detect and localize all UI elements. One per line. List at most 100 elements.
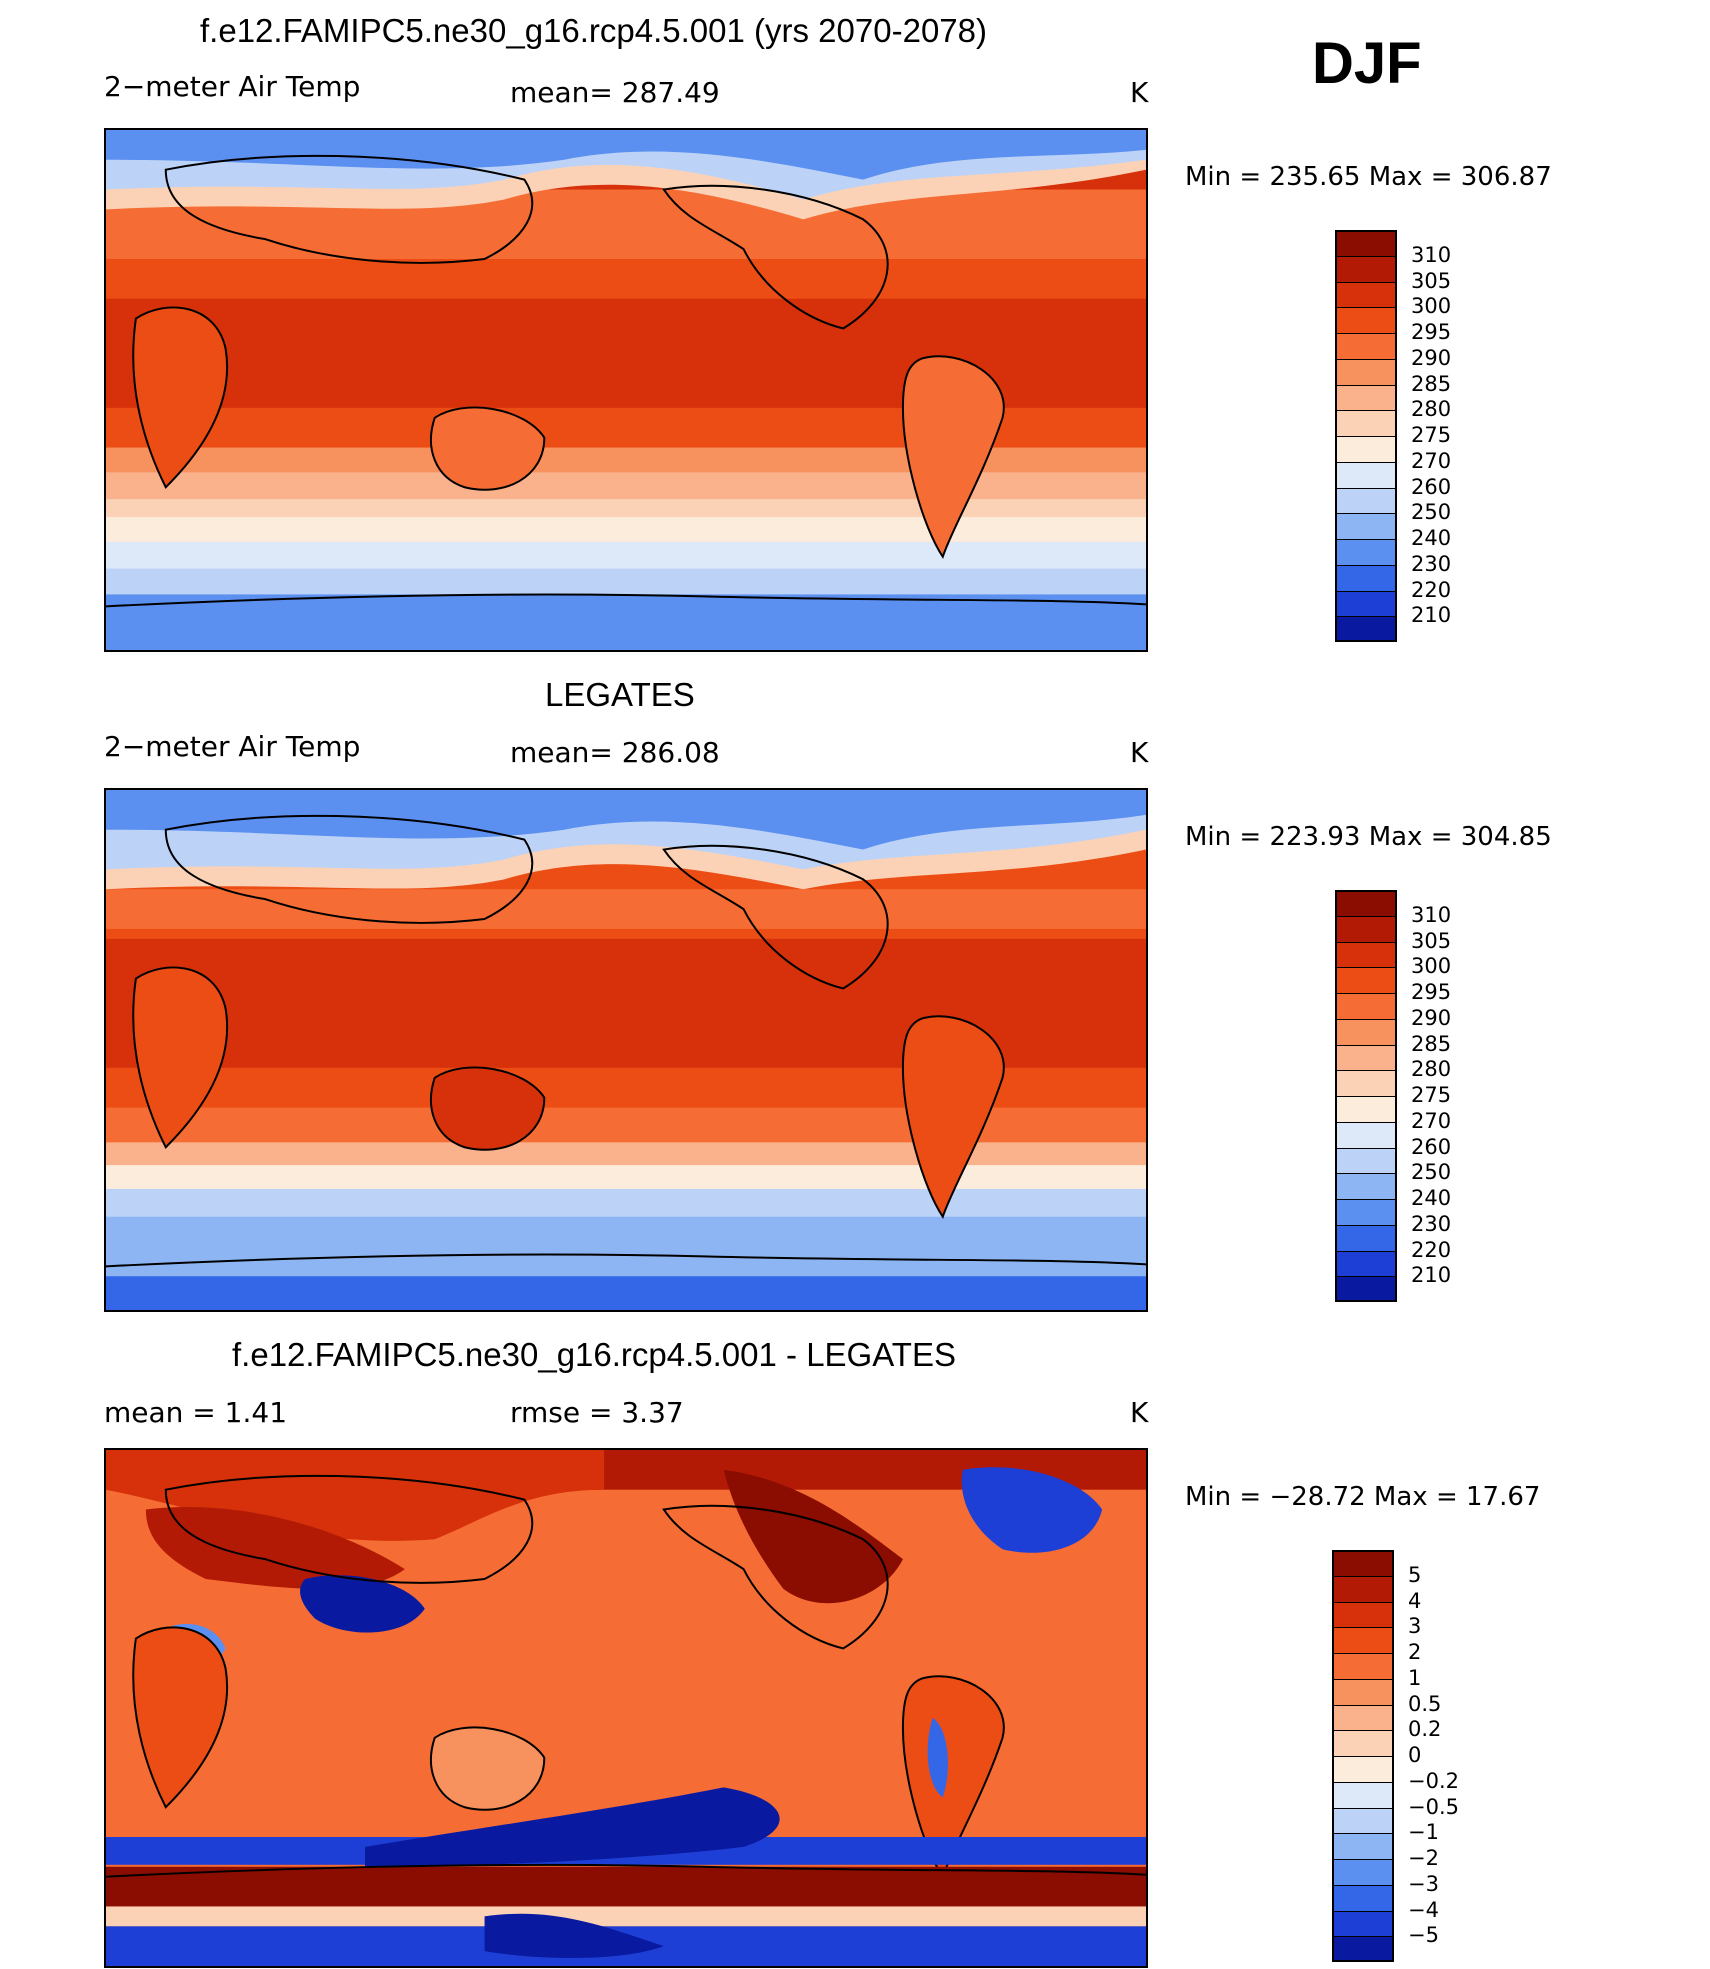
colorbar-swatch <box>1332 1704 1394 1731</box>
colorbar-tick-label: 0 <box>1408 1743 1422 1767</box>
colorbar-swatch <box>1335 487 1397 514</box>
colorbar-swatch <box>1335 1044 1397 1071</box>
colorbar-tick-label: 285 <box>1411 371 1452 396</box>
colorbar-tick-label: 230 <box>1411 1211 1452 1236</box>
colorbar-tick-label: 310 <box>1411 242 1452 267</box>
colorbar-tick-label: 290 <box>1411 1005 1452 1030</box>
colorbar-swatch <box>1332 1575 1394 1602</box>
panel-1-units-label: K <box>1130 76 1149 109</box>
colorbar-tick-label: 270 <box>1411 448 1452 473</box>
colorbar-swatch <box>1332 1884 1394 1911</box>
panel-3-minmax: Min = −28.72 Max = 17.67 <box>1185 1482 1541 1512</box>
colorbar-tick-label: 0.2 <box>1408 1717 1442 1742</box>
colorbar-swatch <box>1335 410 1397 436</box>
colorbar-tick-label: −2 <box>1408 1846 1439 1870</box>
panel-1-variable-label: 2−meter Air Temp <box>104 70 361 103</box>
panel-3-mean-label: mean = 1.41 <box>104 1396 288 1429</box>
colorbar-swatch <box>1335 564 1397 591</box>
colorbar-swatch <box>1335 1018 1397 1045</box>
colorbar-swatch <box>1335 358 1397 385</box>
colorbar-tick-label: 1 <box>1408 1665 1422 1690</box>
colorbar-swatch <box>1335 384 1397 411</box>
colorbar-swatch <box>1335 539 1397 565</box>
colorbar-swatch <box>1335 1173 1397 1199</box>
colorbar-swatch <box>1335 941 1397 968</box>
colorbar-swatch <box>1335 890 1397 916</box>
colorbar-tick-label: 275 <box>1411 1083 1452 1107</box>
colorbar-swatch <box>1335 281 1397 308</box>
colorbar-swatch <box>1335 590 1397 617</box>
colorbar-swatch <box>1335 1250 1397 1277</box>
colorbar-tick-label: 280 <box>1411 1057 1452 1082</box>
colorbar-tick-label: 4 <box>1408 1588 1422 1613</box>
colorbar-swatch <box>1335 1096 1397 1122</box>
colorbar-tick-label: 300 <box>1411 294 1452 319</box>
colorbar-tick-label: 295 <box>1411 980 1452 1004</box>
colorbar-tick-label: 280 <box>1411 397 1452 422</box>
colorbar-tick-label: 3 <box>1408 1614 1422 1639</box>
colorbar-swatch <box>1332 1910 1394 1937</box>
colorbar-swatch <box>1335 513 1397 539</box>
panel-2-map <box>104 788 1148 1312</box>
colorbar-tick-label: 260 <box>1411 1134 1452 1159</box>
colorbar-tick-label: 250 <box>1411 1160 1452 1185</box>
colorbar-swatch <box>1332 1859 1394 1885</box>
colorbar-tick-label: 305 <box>1411 928 1452 953</box>
colorbar-swatch <box>1335 1199 1397 1225</box>
colorbar-swatch <box>1332 1601 1394 1628</box>
colorbar-tick-label: 5 <box>1408 1562 1422 1587</box>
colorbar-tick-label: 275 <box>1411 423 1452 447</box>
colorbar-tick-label: 290 <box>1411 345 1452 370</box>
panel-2-minmax: Min = 223.93 Max = 304.85 <box>1185 822 1552 852</box>
panel-2-colorbar: 310 305 300 295 290 285 280 275 270 260 250 240 230 2… <box>1335 890 1451 1302</box>
panel-1-title: f.e12.FAMIPC5.ne30_g16.rcp4.5.001 (yrs 2… <box>200 12 987 49</box>
colorbar-swatch <box>1335 967 1397 993</box>
colorbar-tick-label: 220 <box>1411 577 1452 602</box>
colorbar-tick-label: −0.5 <box>1408 1794 1459 1819</box>
panel-1-mean-label: mean= 287.49 <box>510 76 720 109</box>
panel-2-title: LEGATES <box>545 676 695 713</box>
colorbar-tick-label: 240 <box>1411 1186 1452 1210</box>
colorbar-swatch <box>1335 993 1397 1019</box>
colorbar-tick-label: 270 <box>1411 1108 1452 1133</box>
colorbar-tick-label: 260 <box>1411 474 1452 499</box>
colorbar-tick-label: 310 <box>1411 902 1452 927</box>
colorbar-swatch <box>1335 616 1397 642</box>
colorbar-swatch <box>1335 1147 1397 1174</box>
panel-1-map <box>104 128 1148 652</box>
colorbar-swatch <box>1335 307 1397 333</box>
panel-2-variable-label: 2−meter Air Temp <box>104 730 361 763</box>
colorbar-swatch <box>1335 1121 1397 1148</box>
colorbar-swatch <box>1335 255 1397 282</box>
colorbar-swatch <box>1332 1936 1394 1962</box>
colorbar-swatch <box>1335 1070 1397 1096</box>
colorbar-tick-label: 300 <box>1411 954 1452 979</box>
panel-3-units-label: K <box>1130 1396 1149 1429</box>
colorbar-swatch <box>1332 1807 1394 1834</box>
colorbar-swatch <box>1332 1653 1394 1679</box>
colorbar-swatch <box>1335 436 1397 462</box>
colorbar-tick-label: −5 <box>1408 1923 1439 1948</box>
colorbar-swatch <box>1332 1781 1394 1808</box>
colorbar-swatch <box>1335 1276 1397 1302</box>
colorbar-swatch <box>1332 1833 1394 1859</box>
colorbar-swatch <box>1335 333 1397 359</box>
colorbar-swatch <box>1335 461 1397 488</box>
panel-3-colorbar: 5 4 3 2 1 0.5 0.2 0 −0.2 −0.5 −1 −2 −3 −4 −5 <box>1332 1550 1459 1962</box>
colorbar-tick-label: −0.2 <box>1408 1768 1459 1793</box>
panel-3-map <box>104 1448 1148 1968</box>
panel-2-units-label: K <box>1130 736 1149 769</box>
season-label: DJF <box>1312 31 1422 96</box>
colorbar-tick-label: 0.5 <box>1408 1691 1442 1716</box>
colorbar-tick-label: 250 <box>1411 500 1452 525</box>
colorbar-tick-label: 210 <box>1411 603 1452 628</box>
panel-1-colorbar: 310 305 300 295 290 285 280 275 270 260 250 240 230 2… <box>1335 230 1451 642</box>
colorbar-tick-label: −1 <box>1408 1820 1439 1845</box>
colorbar-tick-label: 2 <box>1408 1640 1422 1664</box>
colorbar-swatch <box>1335 915 1397 942</box>
panel-1-minmax: Min = 235.65 Max = 306.87 <box>1185 162 1552 192</box>
colorbar-swatch <box>1332 1756 1394 1782</box>
colorbar-swatch <box>1332 1678 1394 1705</box>
colorbar-tick-label: 295 <box>1411 320 1452 344</box>
colorbar-tick-label: 210 <box>1411 1263 1452 1288</box>
